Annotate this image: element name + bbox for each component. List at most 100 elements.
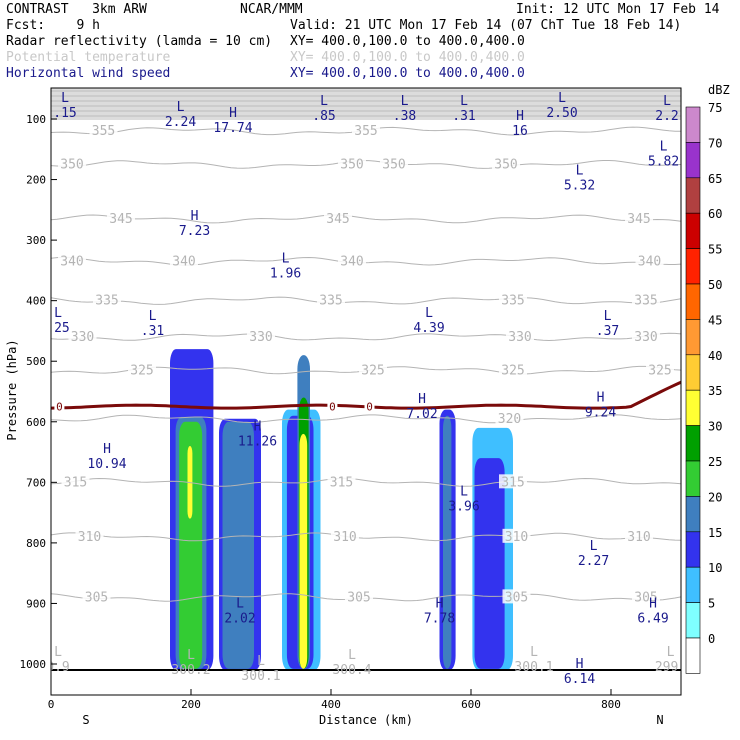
x-tick-label: 0 [48,698,55,711]
wind-extremum-L: L [348,648,356,663]
colorbar-label: 15 [708,526,722,540]
wind-extremum-L: L [61,91,69,106]
wind-extremum-L: L [54,306,62,321]
theta-label: 350 [494,157,517,172]
theta-label: 310 [78,530,101,545]
wind-value: .37 [596,324,619,339]
theta-label: 305 [634,590,657,605]
wind-extremum-H: H [597,391,605,406]
colorbar-swatch [685,637,701,674]
theta-label-bg [93,292,121,307]
wind-value: 300.2 [171,663,210,678]
colorbar-label: 10 [708,561,722,575]
wind-extremum-L: L [590,539,598,554]
wind-extremum-L: L [257,654,265,669]
field-theta-xy: XY= 400.0,100.0 to 400.0,400.0 [290,50,525,65]
theta-label-bg [324,210,352,225]
theta-label-bg [58,156,86,171]
theta-contour-310 [51,532,681,542]
wind-value: 300.1 [241,669,280,684]
colorbar-label: 45 [708,313,722,327]
wind-extremum-H: H [103,442,111,457]
theta-label-bg [625,210,653,225]
reflectivity-column [222,421,254,669]
wind-extremum-H: H [191,209,199,224]
theta-label-bg [338,156,366,171]
wind-value: 7.23 [179,224,210,239]
x-tick-label: 400 [321,698,341,711]
colorbar-swatch [685,496,701,533]
theta-label-bg [625,528,653,543]
valid-time: Valid: 21 UTC Mon 17 Feb 14 (07 ChT Tue … [290,18,682,33]
theta-label-bg [107,210,135,225]
theta-label: 305 [347,590,370,605]
wind-extremum-L: L [558,91,566,106]
theta-label: 325 [361,363,384,378]
wind-value: 6.49 [637,612,668,627]
wind-extremum-L: L [149,309,157,324]
theta-label-bg [327,474,356,489]
theta-label: 310 [333,530,356,545]
theta-label: 320 [498,412,521,427]
wind-value: .85 [312,109,335,124]
theta-label: 330 [249,330,272,345]
colorbar-swatch [685,566,701,603]
colorbar-label: 70 [708,136,722,150]
colorbar-swatch [685,212,701,249]
theta-label: 345 [627,212,650,227]
wind-value: 2.2 [655,109,678,124]
theta-label: 310 [505,530,528,545]
colorbar-swatch [685,460,701,497]
y-tick-label: 400 [26,295,46,308]
y-tick-label: 100 [26,113,46,126]
theta-label-bg [632,292,660,307]
wind-value: 7.02 [406,407,437,422]
wind-extremum-H: H [436,597,444,612]
wind-value: 5.82 [648,154,679,169]
x-axis-label: Distance (km) [319,713,413,727]
plot-frame [50,87,682,696]
wind-value: .38 [393,109,416,124]
wind-extremum-L: L [576,164,584,179]
y-axis-label: Pressure (hPa) [5,339,19,440]
wind-value: 17.74 [213,121,252,136]
theta-label-bg [499,474,527,489]
wind-extremum-L: L [660,139,668,154]
x-tick-label: 600 [461,698,481,711]
wind-extremum-H: H [516,109,524,124]
isotherm-label: 0 [329,401,336,414]
theta-label-bg [317,292,345,307]
colorbar-label: 0 [708,632,715,646]
theta-label: 315 [64,475,87,490]
wind-value: 7.78 [424,612,455,627]
stratosphere-band [51,88,681,120]
x-end-label-left: S [82,713,89,727]
theta-label: 340 [172,254,195,269]
x-end-label-right: N [656,713,663,727]
y-tick-label: 200 [26,174,46,187]
init-time: Init: 12 UTC Mon 17 Feb 14 [516,2,720,17]
theta-label-bg [502,589,531,604]
wind-extremum-L: L [401,94,409,109]
wind-extremum-L: L [460,485,468,500]
field-reflectivity-xy: XY= 400.0,100.0 to 400.0,400.0 [290,34,525,49]
theta-label-bg [495,410,524,425]
theta-label: 330 [634,330,657,345]
isotherm-label: 0 [366,401,373,414]
colorbar-label: 55 [708,243,722,257]
colorbar-swatch [685,425,701,462]
colorbar-swatch [685,319,701,356]
wind-extremum-L: L [177,100,185,115]
wind-extremum-H: H [418,392,426,407]
theta-label: 310 [627,530,650,545]
wind-value: 16 [512,124,528,139]
theta-label: 330 [508,330,531,345]
theta-label-bg [499,362,527,377]
wind-value: 2.24 [165,115,196,130]
colorbar-unit: dBZ [708,83,730,97]
theta-label-bg [506,329,534,343]
wind-value: 300.1 [514,660,553,675]
wind-extremum-L: L [460,94,468,109]
colorbar-label: 35 [708,384,722,398]
